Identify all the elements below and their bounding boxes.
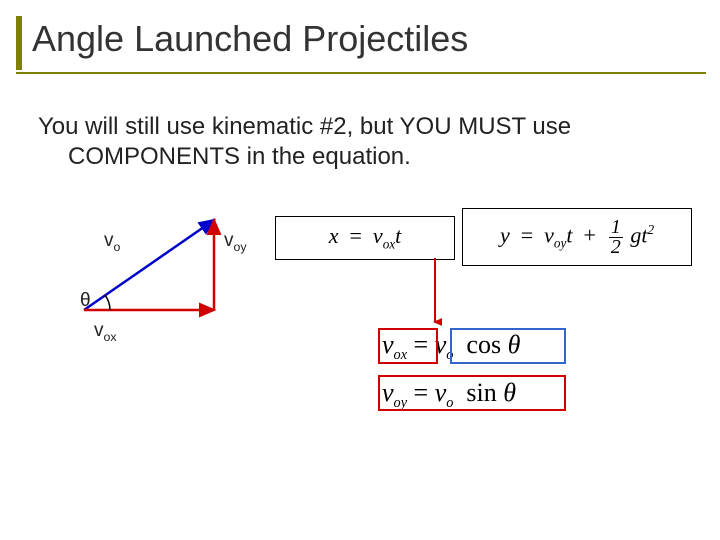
eq-y-lhs: y: [500, 222, 510, 247]
highlight-box-voy: [378, 375, 566, 411]
label-vo: vo: [104, 230, 120, 254]
frac-num: 1: [611, 218, 621, 237]
eq-x-content: x = voxt: [329, 223, 402, 252]
angle-arc: [105, 295, 110, 310]
vo-sub: o: [114, 240, 121, 254]
label-theta: θ: [80, 290, 91, 312]
equation-x-box: x = voxt: [275, 216, 455, 260]
page-title: Angle Launched Projectiles: [32, 18, 468, 60]
triangle-diagram: [74, 210, 254, 330]
frac-den: 2: [609, 237, 623, 257]
eq-y-exp: 2: [647, 222, 654, 237]
eq-y-t: t: [566, 222, 572, 247]
vo-text: v: [104, 230, 114, 251]
body-line2: COMPONENTS in the equation.: [38, 142, 678, 172]
body-line1: You will still use kinematic #2, but YOU…: [38, 113, 571, 140]
eq-x-t: t: [395, 223, 401, 248]
highlight-box-vox-rhs: [450, 328, 566, 364]
vox-text: v: [94, 320, 104, 341]
voy-text: v: [224, 230, 234, 251]
label-voy: voy: [224, 230, 247, 254]
pointer-arrow: [428, 258, 442, 330]
label-vox: vox: [94, 320, 117, 344]
vox-sub: ox: [104, 330, 117, 344]
title-underline: [16, 72, 706, 74]
eq-y-g: g: [630, 222, 641, 247]
eq-x-lhs: x: [329, 223, 339, 248]
eq-y-content: y = voyt + 1 2 gt2: [500, 218, 654, 257]
eq-x-v: v: [373, 223, 383, 248]
voy-sub: oy: [234, 240, 247, 254]
highlight-box-vox-lhs: [378, 328, 438, 364]
fraction-half: 1 2: [609, 218, 623, 257]
eq-x-sub: ox: [383, 237, 395, 252]
body-paragraph: You will still use kinematic #2, but YOU…: [38, 112, 678, 172]
eq-y-v: v: [544, 222, 554, 247]
eq-y-vsub: oy: [554, 235, 566, 250]
accent-bar: [16, 16, 22, 70]
equation-y-box: y = voyt + 1 2 gt2: [462, 208, 692, 266]
